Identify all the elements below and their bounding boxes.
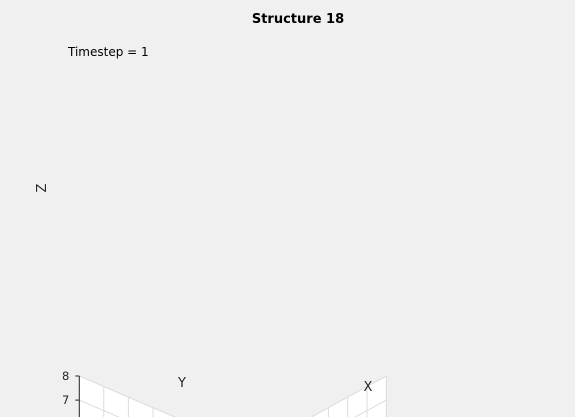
- grid-line: [79, 399, 120, 417]
- grid-line: [79, 375, 176, 417]
- z-tick-labels: 12345678: [62, 369, 80, 407]
- grid-line: [354, 399, 387, 417]
- chart-title: Structure 18: [252, 12, 344, 27]
- z-tick-label: 7: [62, 393, 69, 407]
- timestep-annotation: Timestep = 1: [67, 45, 149, 59]
- z-axis-label: Z: [35, 183, 50, 192]
- grid-line: [310, 375, 387, 417]
- z-tick-label: 8: [62, 369, 69, 383]
- axes-lines: [78, 376, 80, 417]
- y-axis-label: Y: [177, 376, 186, 391]
- x-axis-label: X: [364, 380, 373, 395]
